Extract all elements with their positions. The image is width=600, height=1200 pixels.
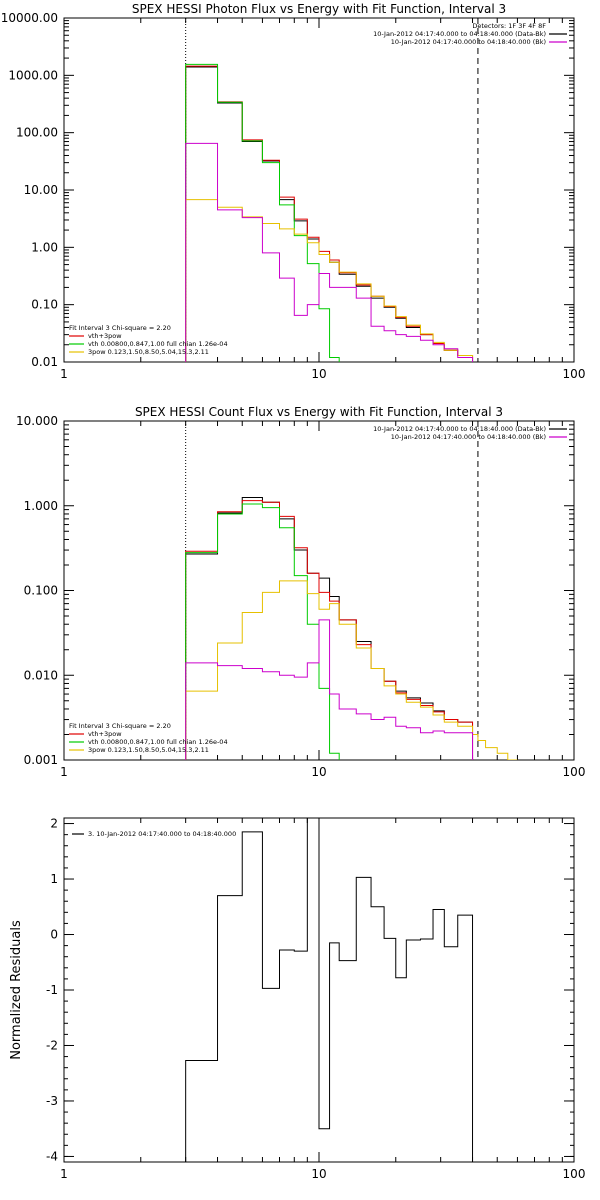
y-tick-label: 1000.00 xyxy=(8,68,58,82)
chart-panel-1: SPEX HESSI Photon Flux vs Energy with Fi… xyxy=(1,2,586,381)
x-tick-label: 100 xyxy=(563,367,586,381)
y-tick-label: 2 xyxy=(50,817,58,831)
x-tick-label: 100 xyxy=(563,1167,586,1181)
y-tick-label: 0.10 xyxy=(31,298,58,312)
x-tick-label: 10 xyxy=(311,1167,326,1181)
x-tick-label: 1 xyxy=(60,765,68,779)
legend-entry: 10-Jan-2012 04:17:40.000 to 04:18:40.000… xyxy=(391,38,546,46)
legend-entry: Fit Interval 3 Chi-square = 2.20 xyxy=(69,722,171,730)
legend-entry: vth+3pow xyxy=(88,332,122,340)
chart-panel-2: SPEX HESSI Count Flux vs Energy with Fit… xyxy=(16,405,586,779)
y-tick-label: -1 xyxy=(46,983,58,997)
y-tick-label: -3 xyxy=(46,1094,58,1108)
legend-entry: 3. 10-Jan-2012 04:17:40.000 to 04:18:40.… xyxy=(88,830,236,838)
y-axis-label: Normalized Residuals xyxy=(9,920,24,1060)
x-tick-label: 1 xyxy=(60,1167,68,1181)
y-tick-label: -2 xyxy=(46,1038,58,1052)
y-tick-label: 0 xyxy=(50,928,58,942)
y-tick-label: 0.001 xyxy=(24,753,58,767)
legend-entry: Detectors: 1F 3F 4F 8F xyxy=(472,22,546,30)
y-tick-label: 1.00 xyxy=(31,240,58,254)
y-tick-label: 0.010 xyxy=(24,668,58,682)
series-1-line xyxy=(185,818,474,1162)
series-5-line xyxy=(185,619,474,760)
y-tick-label: 10.00 xyxy=(24,183,58,197)
legend-entry: Fit Interval 3 Chi-square = 2.20 xyxy=(69,324,171,332)
chart-title: SPEX HESSI Count Flux vs Energy with Fit… xyxy=(135,405,503,419)
legend-entry: 10-Jan-2012 04:17:40.000 to 04:18:40.000… xyxy=(391,433,546,441)
series-5-line xyxy=(185,142,474,362)
series-3-line xyxy=(185,63,357,362)
series-3-line xyxy=(185,503,357,760)
legend-entry: 10-Jan-2012 04:17:40.000 to 04:18:40.000… xyxy=(373,30,546,38)
y-tick-label: -4 xyxy=(46,1149,58,1163)
legend-entry: 3pow 0.123,1.50,8.50,5.04,15.3,2.11 xyxy=(88,348,209,356)
y-tick-label: 1.000 xyxy=(24,499,58,513)
y-tick-label: 10000.00 xyxy=(1,11,58,25)
y-tick-label: 100.00 xyxy=(16,126,58,140)
y-tick-label: 1 xyxy=(50,872,58,886)
x-tick-label: 100 xyxy=(563,765,586,779)
y-tick-label: 10.000 xyxy=(16,414,58,428)
y-tick-label: 0.100 xyxy=(24,584,58,598)
legend-entry: 3pow 0.123,1.50,8.50,5.04,15.3,2.11 xyxy=(88,746,209,754)
legend-entry: 10-Jan-2012 04:17:40.000 to 04:18:40.000… xyxy=(373,425,546,433)
y-tick-label: 0.01 xyxy=(31,355,58,369)
legend-entry: vth 0.00800,0.847,1.00 full chian 1.26e-… xyxy=(88,738,228,746)
series-4-line xyxy=(185,580,518,760)
x-tick-label: 10 xyxy=(311,367,326,381)
legend-entry: vth+3pow xyxy=(88,730,122,738)
chart-panel-3: Normalized Residuals 1 10 100 -4 -3 -2 -1 0 1 2 3. … xyxy=(9,817,586,1181)
legend-entry: vth 0.00800,0.847,1.00 full chian 1.26e-… xyxy=(88,340,228,348)
x-tick-label: 1 xyxy=(60,367,68,381)
x-tick-label: 10 xyxy=(311,765,326,779)
chart-title: SPEX HESSI Photon Flux vs Energy with Fi… xyxy=(132,2,506,16)
